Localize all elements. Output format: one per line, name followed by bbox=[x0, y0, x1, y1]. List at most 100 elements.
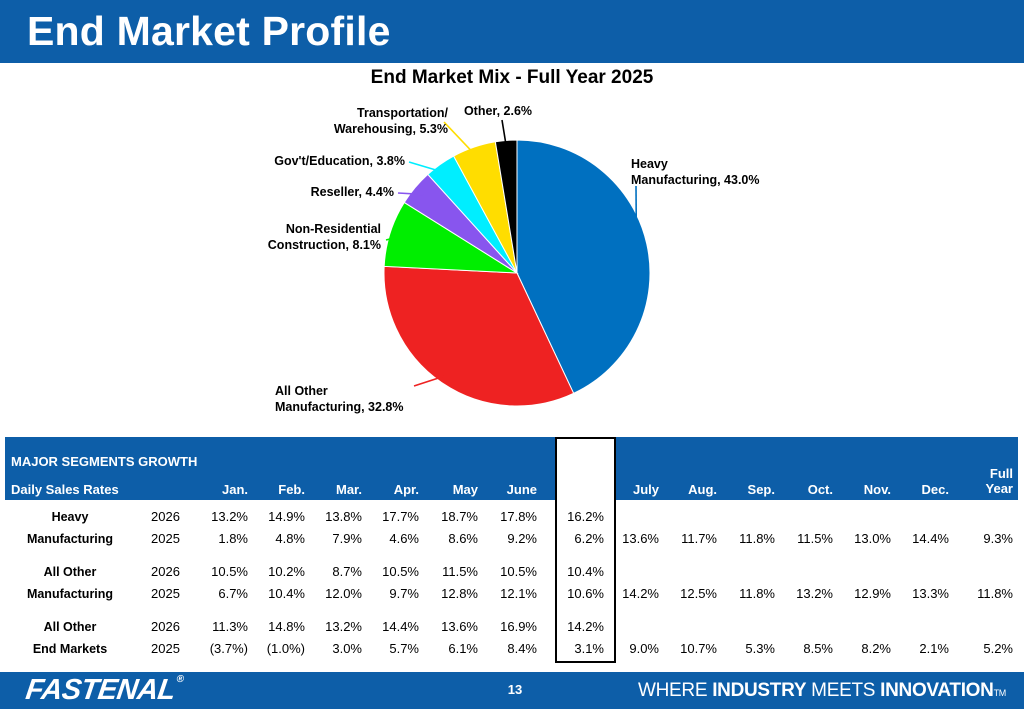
table-cell: 10.2% bbox=[268, 564, 305, 579]
table-cell: 9.7% bbox=[389, 586, 419, 601]
table-cell: (1.0%) bbox=[266, 641, 305, 656]
segment-name: Heavy Manufacturing bbox=[26, 510, 114, 546]
table-cell: 4.8% bbox=[275, 531, 305, 546]
table-cell: 14.4% bbox=[912, 531, 949, 546]
table-cell: 13.3% bbox=[912, 586, 949, 601]
tagline-trademark: TM bbox=[993, 688, 1007, 698]
table-cell: 18.7% bbox=[441, 509, 478, 524]
segments-growth-table: MAJOR SEGMENTS GROWTH Daily Sales Rates … bbox=[5, 437, 1018, 663]
row-year: 2025 bbox=[151, 531, 180, 546]
table-cell: 10.4% bbox=[268, 586, 305, 601]
leader-line bbox=[501, 119, 508, 152]
table-cell: 11.5% bbox=[797, 531, 833, 546]
row-year: 2026 bbox=[151, 564, 180, 579]
logo-text: FASTENAL bbox=[23, 674, 178, 706]
column-header: Sep. bbox=[747, 482, 775, 497]
table-cell: 13.2% bbox=[796, 586, 833, 601]
table-cell: 13.8% bbox=[325, 509, 362, 524]
fastenal-logo: FASTENAL® bbox=[23, 674, 185, 707]
pie-slice bbox=[383, 265, 575, 407]
column-header: Mar. bbox=[335, 482, 362, 497]
table-cell: 10.7% bbox=[680, 641, 717, 656]
leader-line bbox=[443, 121, 478, 158]
leader-line bbox=[408, 161, 447, 174]
row-year: 2025 bbox=[151, 641, 180, 656]
page-number: 13 bbox=[507, 682, 523, 697]
table-cell: 12.9% bbox=[854, 586, 891, 601]
table-cell: 14.9% bbox=[268, 509, 305, 524]
slice-label: Other, 2.6% bbox=[464, 104, 532, 118]
leader-line bbox=[385, 235, 401, 241]
table-cell: 11.5% bbox=[442, 564, 478, 579]
page-title: End Market Profile bbox=[27, 8, 391, 54]
table-cell: 3.1% bbox=[574, 641, 604, 656]
column-header: Apr. bbox=[393, 482, 419, 497]
table-cell: 4.6% bbox=[389, 531, 419, 546]
table-cell: 17.7% bbox=[382, 509, 419, 524]
table-cell: 16.9% bbox=[500, 619, 537, 634]
tagline: WHERE INDUSTRY MEETS INNOVATIONTM bbox=[638, 680, 1006, 702]
column-header: Nov. bbox=[863, 482, 891, 497]
segment-name: All Other End Markets bbox=[32, 620, 108, 656]
table-cell: 12.0% bbox=[325, 586, 362, 601]
table-cell: 13.6% bbox=[441, 619, 478, 634]
tagline-part: INDUSTRY bbox=[712, 680, 807, 701]
table-cell: 6.2% bbox=[574, 531, 604, 546]
table-cell: 5.2% bbox=[983, 641, 1013, 656]
table-cell: 14.8% bbox=[268, 619, 305, 634]
pie-chart: Heavy Manufacturing, 43.0% All Other Manufa… bbox=[268, 104, 760, 414]
table-cell: 13.0% bbox=[854, 531, 891, 546]
table-cell: 5.3% bbox=[745, 641, 775, 656]
column-header: Aug. bbox=[688, 482, 717, 497]
table-cell: 12.8% bbox=[441, 586, 478, 601]
table-header-band-left bbox=[5, 437, 555, 500]
slice-label: Heavy Manufacturing, 43.0% bbox=[631, 157, 760, 187]
table-cell: 10.5% bbox=[211, 564, 248, 579]
table-cell: 17.8% bbox=[500, 509, 537, 524]
leader-line bbox=[413, 373, 450, 387]
table-cell: 1.8% bbox=[218, 531, 248, 546]
table-cell: 6.7% bbox=[218, 586, 248, 601]
logo-registered-mark: ® bbox=[175, 674, 185, 685]
slice-label: Transportation/Warehousing, 5.3% bbox=[334, 106, 449, 136]
table-cell: 6.1% bbox=[448, 641, 478, 656]
table-cell: 9.2% bbox=[507, 531, 537, 546]
row-year: 2026 bbox=[151, 509, 180, 524]
table-cell: 11.3% bbox=[212, 619, 248, 634]
table-cell: 9.3% bbox=[983, 531, 1013, 546]
table-header-band-right bbox=[616, 437, 1018, 500]
table-cell: 8.2% bbox=[861, 641, 891, 656]
slice-label: Reseller, 4.4% bbox=[311, 185, 394, 199]
table-cell: 7.9% bbox=[332, 531, 362, 546]
table-cell: 8.7% bbox=[332, 564, 362, 579]
table-cell: 8.4% bbox=[507, 641, 537, 656]
tagline-part: WHERE bbox=[637, 680, 713, 701]
table-cell: 11.8% bbox=[739, 586, 775, 601]
column-header: Jan. bbox=[221, 482, 248, 497]
column-header: Year-to-date bbox=[563, 466, 607, 496]
column-header: June bbox=[506, 482, 537, 497]
table-cell: 13.6% bbox=[622, 531, 659, 546]
header-bar: End Market Profile bbox=[0, 0, 1024, 63]
table-cell: 8.5% bbox=[803, 641, 833, 656]
table-cell: 14.2% bbox=[622, 586, 659, 601]
table-cell: 12.1% bbox=[500, 586, 537, 601]
table-cell: 10.5% bbox=[382, 564, 419, 579]
table-cell: 12.5% bbox=[680, 586, 717, 601]
table-cell: 14.4% bbox=[382, 619, 419, 634]
table-cell: 13.2% bbox=[325, 619, 362, 634]
row-year: 2025 bbox=[151, 586, 180, 601]
tagline-part: INNOVATION bbox=[880, 680, 994, 701]
slice-label: Gov't/Education, 3.8% bbox=[274, 154, 405, 168]
table-cell: 16.2% bbox=[567, 509, 604, 524]
table-cell: 11.8% bbox=[977, 586, 1013, 601]
table-cell: 9.0% bbox=[629, 641, 659, 656]
table-cell: 2.1% bbox=[919, 641, 949, 656]
column-header: Oct. bbox=[807, 482, 833, 497]
table-cell: 10.4% bbox=[567, 564, 604, 579]
table-cell: 3.0% bbox=[332, 641, 362, 656]
pie-slice bbox=[494, 139, 518, 274]
table-cell: 10.6% bbox=[567, 586, 604, 601]
table-cell: (3.7%) bbox=[209, 641, 248, 656]
column-header: Full Year bbox=[985, 466, 1013, 496]
